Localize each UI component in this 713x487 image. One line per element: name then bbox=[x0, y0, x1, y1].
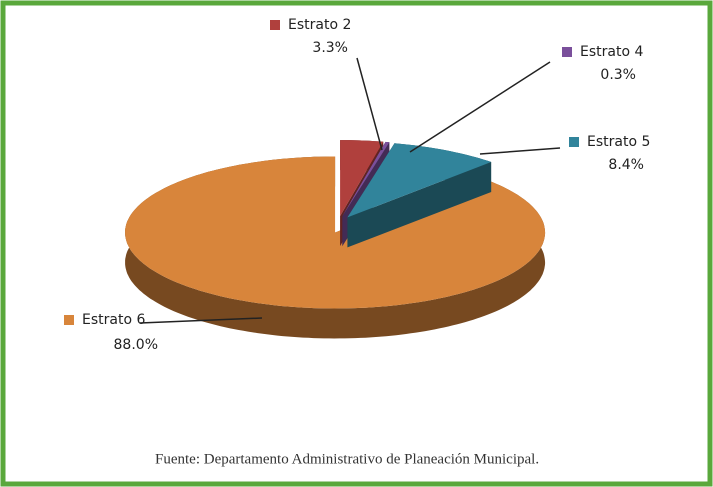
legend-swatch bbox=[562, 47, 572, 57]
leader-line bbox=[356, 57, 383, 151]
value-label: 88.0% bbox=[114, 337, 158, 353]
legend-swatch bbox=[270, 20, 280, 30]
leader-line bbox=[139, 317, 263, 324]
slice bbox=[340, 140, 384, 217]
legend-swatch bbox=[569, 137, 579, 147]
category-label: Estrato 6 bbox=[82, 312, 145, 328]
category-label: Estrato 5 bbox=[587, 134, 650, 150]
legend-swatch bbox=[64, 315, 74, 325]
source: Fuente: Departamento Administrativo de P… bbox=[155, 451, 539, 467]
slice bbox=[347, 143, 492, 218]
leader-line bbox=[409, 61, 551, 153]
category-label: Estrato 2 bbox=[288, 17, 351, 33]
pie bbox=[125, 140, 546, 339]
value-label: 0.3% bbox=[600, 67, 636, 83]
slice bbox=[342, 141, 390, 217]
labels: Estrato 2 3.3% Estrato 4 0.3% Estrato 5 8.4% E… bbox=[64, 17, 650, 353]
value-label: 8.4% bbox=[608, 157, 644, 173]
leader-line bbox=[479, 147, 561, 155]
category-label: Estrato 4 bbox=[580, 44, 643, 60]
value-label: 3.3% bbox=[312, 40, 348, 56]
